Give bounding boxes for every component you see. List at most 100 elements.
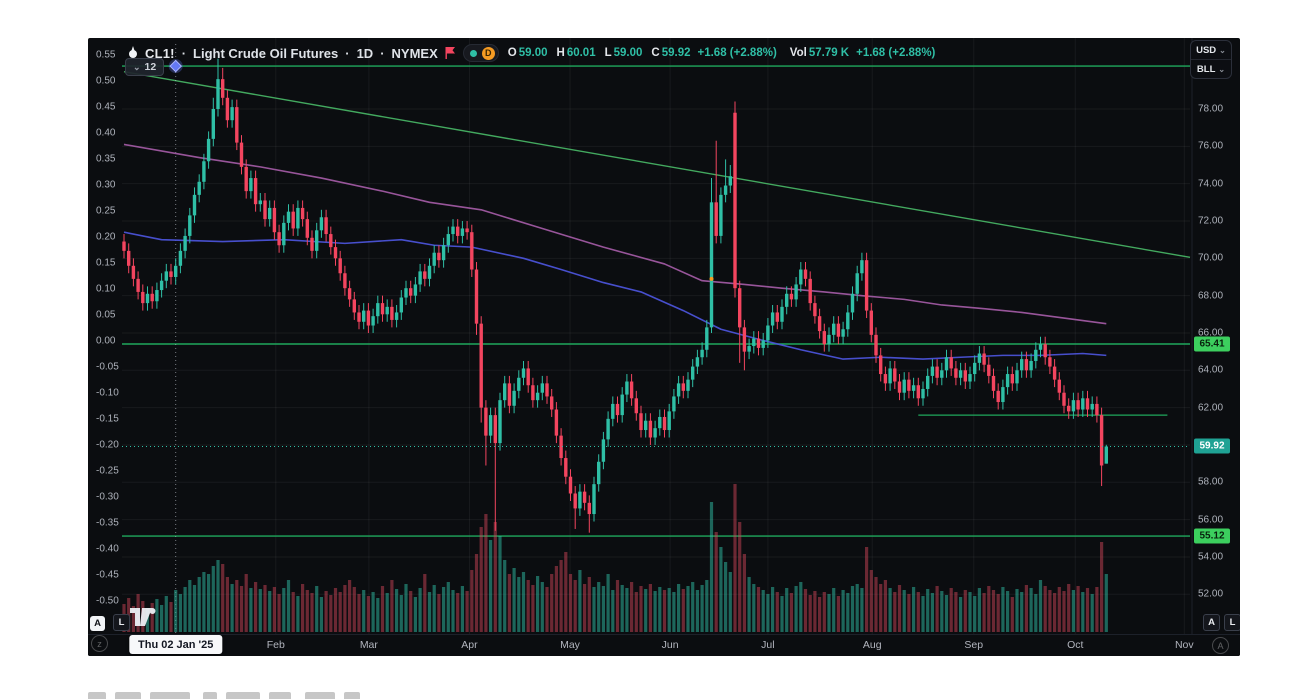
- timezone-watermark-button[interactable]: z: [91, 635, 108, 652]
- price-chart-canvas[interactable]: [88, 38, 1240, 635]
- log-scale-button-left[interactable]: L: [113, 614, 130, 631]
- candle: [832, 323, 836, 335]
- adjust-watermark-button[interactable]: A: [1212, 637, 1229, 654]
- candle: [944, 357, 949, 371]
- candle: [897, 381, 902, 393]
- candle: [930, 366, 935, 376]
- left-scale-tick: 0.30: [96, 179, 116, 191]
- price-scale-tick: 52.00: [1198, 588, 1224, 600]
- candle: [869, 310, 873, 335]
- candle: [888, 368, 892, 384]
- candle: [225, 97, 230, 121]
- candle: [587, 502, 591, 515]
- symbol-name[interactable]: CL1!: [145, 45, 175, 61]
- candle: [343, 273, 347, 289]
- candle: [564, 458, 568, 477]
- candle: [484, 407, 488, 436]
- left-scale-tick: -0.05: [96, 361, 119, 373]
- candle: [1020, 359, 1024, 371]
- indicator-legend-chip[interactable]: ⌄ 12: [125, 58, 165, 76]
- separator: ·: [380, 45, 385, 61]
- candle: [667, 411, 671, 431]
- candle: [235, 107, 239, 143]
- auto-scale-button-left[interactable]: A: [90, 616, 105, 631]
- candle: [1005, 374, 1010, 388]
- auto-scale-button-right[interactable]: A: [1203, 614, 1220, 631]
- chevron-down-icon: ⌄: [133, 61, 141, 72]
- candle: [498, 400, 502, 444]
- candle: [987, 364, 991, 376]
- candle: [540, 383, 544, 393]
- candle: [474, 269, 479, 324]
- candle: [921, 388, 925, 399]
- candle: [1090, 403, 1094, 410]
- candle: [991, 375, 996, 391]
- candle: [883, 374, 888, 384]
- candle: [1057, 379, 1061, 393]
- candle: [615, 403, 620, 416]
- trading-chart-window[interactable]: CL1! · Light Crude Oil Futures · 1D · NY…: [88, 38, 1240, 656]
- interval-label[interactable]: 1D: [356, 45, 374, 61]
- candle: [803, 269, 808, 279]
- candle: [1085, 398, 1090, 410]
- trendline-anchor-diamond[interactable]: [169, 59, 183, 73]
- candle: [728, 176, 732, 186]
- candle: [178, 250, 183, 266]
- tradingview-logo-icon[interactable]: [130, 608, 156, 626]
- candle: [122, 241, 126, 251]
- candle: [512, 390, 516, 406]
- volume-readout: Vol 57.79 K: [789, 47, 850, 59]
- candle: [846, 312, 850, 330]
- time-axis[interactable]: Thu 02 Jan '25 Feb Mar Apr May Jun Jul Aug Sep O…: [88, 634, 1240, 656]
- candle: [357, 312, 361, 322]
- candle: [582, 491, 587, 503]
- change-value: +1.68 (+2.88%): [697, 47, 777, 59]
- candle: [597, 461, 601, 485]
- descending-trendline[interactable]: [123, 70, 1191, 259]
- volume-change-value: +1.68 (+2.88%): [856, 47, 936, 59]
- currency-dropdown[interactable]: USD ⌄: [1196, 44, 1226, 56]
- candle: [390, 306, 394, 320]
- candle: [963, 370, 967, 382]
- candle: [968, 374, 972, 382]
- candle: [131, 265, 136, 279]
- candle: [136, 278, 140, 292]
- candle: [949, 357, 953, 369]
- left-scale-tick: 0.50: [96, 75, 116, 87]
- candle: [573, 493, 577, 509]
- candle: [437, 252, 441, 261]
- candle: [465, 228, 469, 233]
- exchange-label: NYMEX: [391, 45, 438, 61]
- chevron-down-icon: ⌄: [1218, 64, 1226, 74]
- candle: [145, 293, 150, 304]
- candle: [1010, 374, 1014, 384]
- candle: [479, 323, 483, 408]
- candle: [601, 439, 606, 462]
- candle: [493, 415, 497, 444]
- ma-slow-purple[interactable]: [123, 143, 1107, 325]
- candle: [742, 327, 747, 352]
- candle: [733, 112, 737, 289]
- ma-mid-blue[interactable]: [123, 231, 1107, 360]
- log-scale-button-right[interactable]: L: [1224, 614, 1240, 631]
- market-status-pill[interactable]: D: [462, 44, 499, 62]
- price-scale-tick: 56.00: [1198, 514, 1224, 526]
- unit-dropdown[interactable]: BLL ⌄: [1191, 59, 1231, 78]
- candle: [333, 247, 338, 259]
- candle: [893, 368, 897, 382]
- candle: [1034, 349, 1038, 361]
- symbol-header: CL1! · Light Crude Oil Futures · 1D · NY…: [128, 43, 935, 63]
- candle: [159, 280, 164, 291]
- time-axis-month-label: Feb: [266, 639, 285, 651]
- candle: [1048, 357, 1052, 367]
- candle: [700, 349, 704, 358]
- horizontal-level-lines[interactable]: [122, 65, 1190, 537]
- candle: [1024, 359, 1029, 371]
- candle: [409, 288, 413, 296]
- flag-icon[interactable]: [445, 47, 456, 59]
- candle: [216, 79, 220, 109]
- candle: [517, 377, 521, 391]
- left-scale-tick: 0.20: [96, 231, 116, 243]
- candle: [611, 403, 615, 419]
- event-marker-dot[interactable]: [709, 276, 714, 281]
